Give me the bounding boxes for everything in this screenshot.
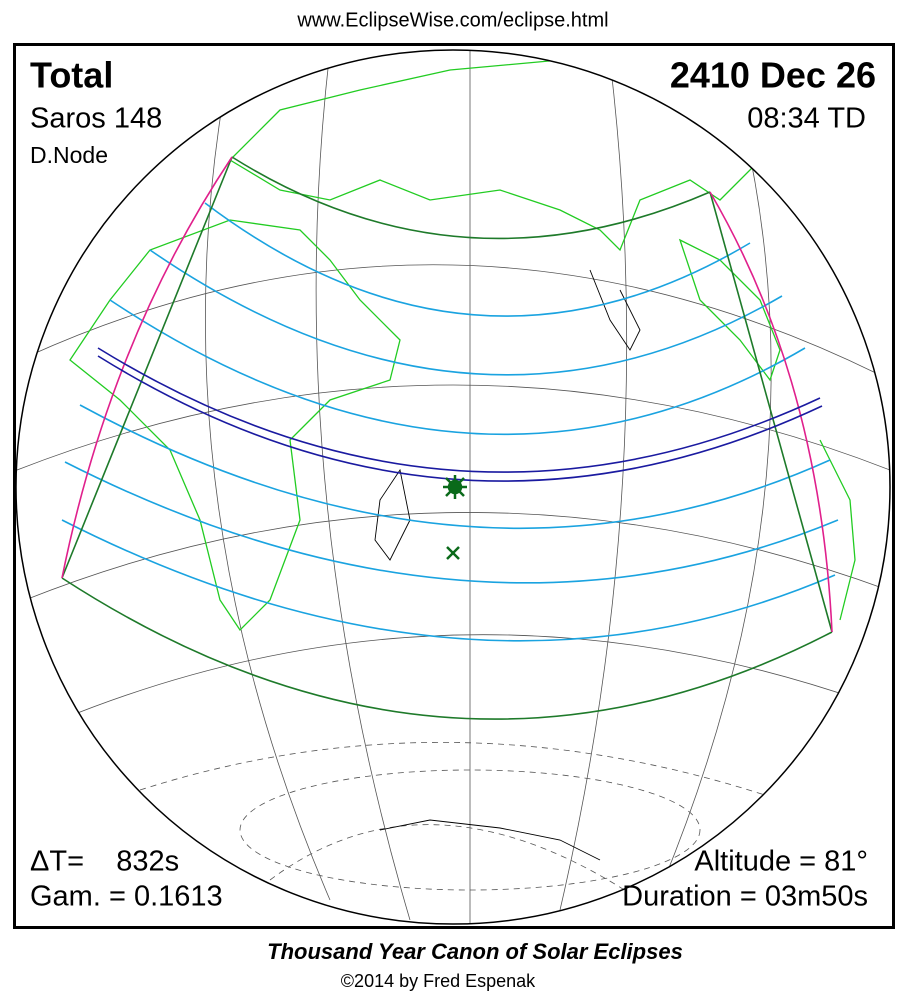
gamma: Gam. = 0.1613: [30, 881, 223, 913]
greatest-eclipse: [443, 475, 467, 499]
altitude: Altitude = 81°: [694, 846, 868, 878]
saros: Saros 148: [30, 103, 162, 135]
node: D.Node: [30, 142, 108, 168]
continents: [69, 59, 856, 861]
graticule: [16, 50, 890, 924]
greatest-duration: [446, 546, 460, 560]
eclipse-path: [61, 156, 839, 720]
duration: Duration = 03m50s: [622, 881, 868, 913]
credit: ©2014 by Fred Espenak: [341, 971, 536, 991]
globe-outline: [15, 49, 891, 925]
delta-t: ΔT= 832s: [30, 846, 179, 878]
time: 08:34 TD: [747, 103, 866, 135]
canon-title: Thousand Year Canon of Solar Eclipses: [267, 939, 683, 964]
eclipse-date: 2410 Dec 26: [670, 55, 876, 96]
globe: [16, 50, 890, 924]
eclipse-type: Total: [30, 55, 113, 96]
url: www.EclipseWise.com/eclipse.html: [296, 9, 608, 31]
